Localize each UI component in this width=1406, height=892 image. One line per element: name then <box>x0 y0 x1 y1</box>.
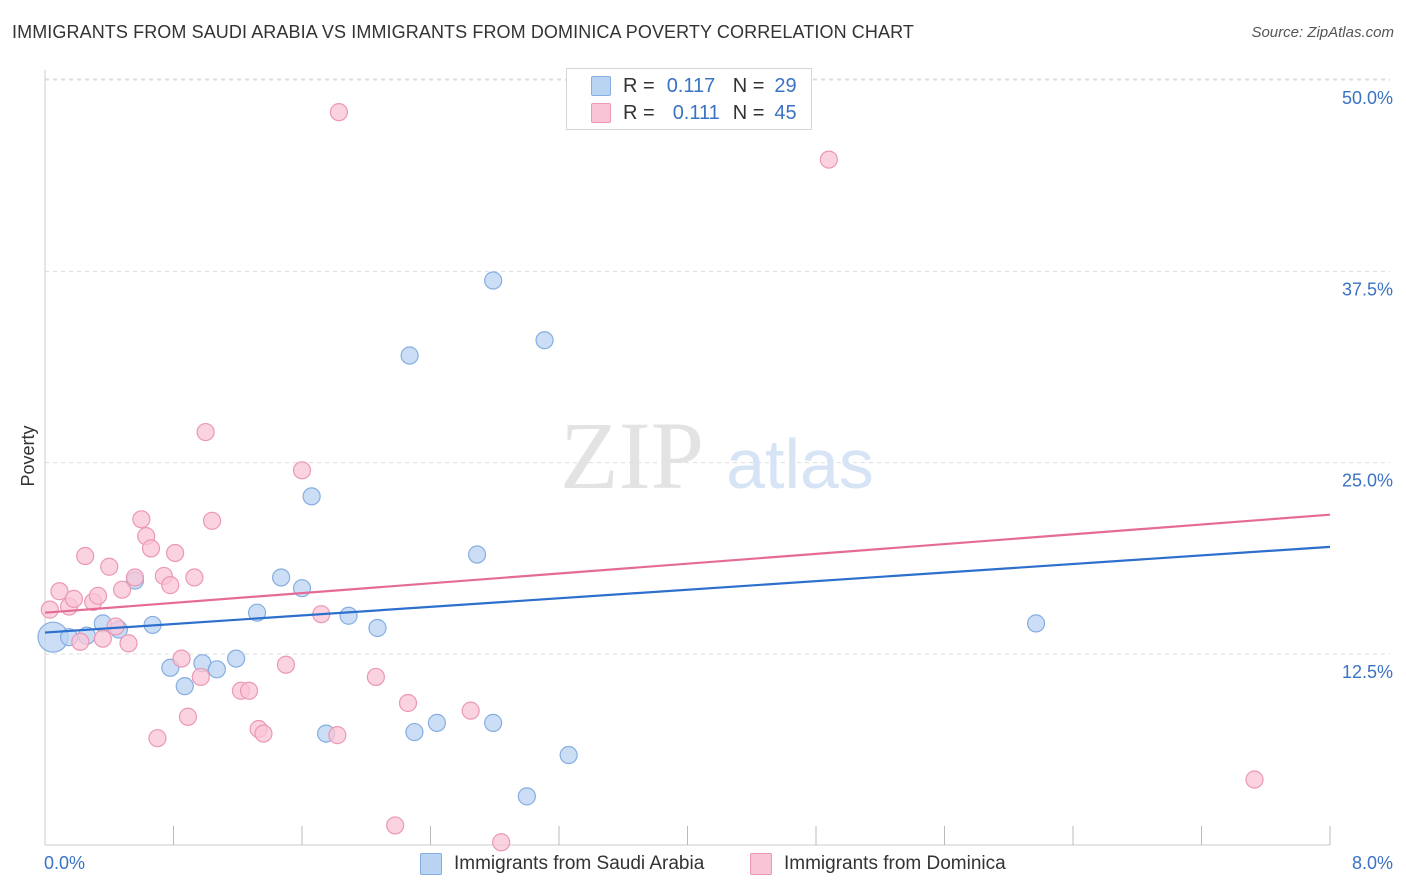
data-point-saudi-arabia <box>207 660 226 679</box>
legend-r-value: 0.111 <box>672 101 720 124</box>
bottom-legend-label: Immigrants from Saudi Arabia <box>454 853 705 874</box>
data-point-dominica <box>292 461 312 480</box>
bottom-legend-saudi-arabia[interactable]: Immigrants from Saudi Arabia <box>420 851 704 877</box>
data-point-dominica <box>329 103 349 122</box>
legend-swatch-blue <box>591 76 611 96</box>
data-point-dominica <box>386 816 405 835</box>
legend-row-dominica: R = 0.111 N = 45 <box>591 101 797 125</box>
y-axis-label: Poverty <box>18 425 38 486</box>
data-point-dominica <box>202 511 222 530</box>
data-point-dominica <box>196 422 215 442</box>
data-point-dominica <box>125 568 145 587</box>
data-point-saudi-arabia <box>559 745 578 765</box>
data-point-dominica <box>492 833 511 852</box>
correlation-legend: R = 0.117 N = 29 R = 0.111 N = 45 <box>566 68 812 130</box>
data-point-dominica <box>40 600 59 619</box>
data-point-dominica <box>141 539 161 558</box>
watermark-zip: ZIP <box>560 402 704 509</box>
data-point-saudi-arabia <box>272 568 291 587</box>
y-tick-label: 25.0% <box>1342 471 1393 491</box>
data-point-saudi-arabia <box>400 346 419 365</box>
axes <box>44 70 1331 846</box>
data-point-saudi-arabia <box>405 722 424 742</box>
legend-row-saudi-arabia: R = 0.117 N = 29 <box>591 74 797 98</box>
data-point-dominica <box>88 586 108 605</box>
trend-lines <box>44 513 1331 634</box>
y-tick-label: 50.0% <box>1342 88 1393 108</box>
data-point-dominica <box>71 632 90 651</box>
chart-source: Source: ZipAtlas.com <box>1251 24 1394 41</box>
grid-lines <box>45 78 1390 655</box>
data-point-dominica <box>172 649 191 668</box>
series-dominica-points <box>40 103 1264 852</box>
bottom-legend-label: Immigrants from Dominica <box>784 853 1006 874</box>
tick-labels: 12.5% 25.0% 37.5% 50.0% 0.0% 8.0% <box>44 88 1393 873</box>
data-point-saudi-arabia <box>517 787 536 806</box>
legend-n-value: 29 <box>774 74 797 97</box>
bottom-legend-dominica[interactable]: Immigrants from Dominica <box>750 851 1006 877</box>
y-tick-label: 12.5% <box>1342 662 1393 682</box>
legend-r-label: R = <box>623 74 655 97</box>
data-point-saudi-arabia <box>302 487 321 506</box>
data-point-dominica <box>161 576 180 595</box>
data-point-saudi-arabia <box>227 649 246 668</box>
data-point-dominica <box>100 557 119 576</box>
data-point-dominica <box>819 150 838 169</box>
data-point-saudi-arabia <box>484 713 503 732</box>
data-point-dominica <box>366 667 385 687</box>
data-point-dominica <box>50 582 69 601</box>
series-saudi-arabia-points <box>37 271 1046 806</box>
legend-n-label: N = <box>732 74 765 97</box>
bottom-legend-swatch-blue <box>420 853 442 875</box>
data-point-saudi-arabia <box>175 677 194 696</box>
data-point-dominica <box>239 681 259 700</box>
data-point-saudi-arabia <box>339 606 358 625</box>
data-point-dominica <box>191 667 210 687</box>
data-point-dominica <box>178 707 198 726</box>
data-point-dominica <box>132 510 151 529</box>
data-point-dominica <box>461 701 480 720</box>
data-point-dominica <box>119 634 138 653</box>
data-point-saudi-arabia <box>427 713 447 732</box>
legend-n-value: 45 <box>774 101 797 124</box>
data-point-saudi-arabia <box>467 545 487 564</box>
data-point-dominica <box>328 726 347 745</box>
watermark: ZIP atlas <box>560 402 874 509</box>
trend-line-dominica <box>44 513 1331 614</box>
watermark-atlas: atlas <box>726 425 874 503</box>
data-point-saudi-arabia <box>484 271 503 290</box>
data-point-dominica <box>76 546 95 566</box>
data-point-saudi-arabia <box>368 618 387 638</box>
legend-r-value: 0.117 <box>666 74 716 97</box>
trend-line-saudi-arabia <box>44 545 1331 634</box>
data-point-dominica <box>166 543 185 563</box>
bottom-legend-swatch-pink <box>750 853 772 875</box>
data-point-saudi-arabia <box>247 603 267 622</box>
data-point-dominica <box>1245 770 1264 789</box>
x-tick-label: 0.0% <box>44 853 85 873</box>
data-point-saudi-arabia <box>1026 614 1046 633</box>
data-point-dominica <box>276 655 296 674</box>
data-point-dominica <box>112 580 132 599</box>
data-point-dominica <box>398 693 418 713</box>
data-point-saudi-arabia <box>535 331 554 350</box>
legend-swatch-pink <box>591 103 611 123</box>
data-point-dominica <box>64 589 84 608</box>
data-point-dominica <box>148 729 167 748</box>
y-tick-label: 37.5% <box>1342 279 1393 299</box>
chart-title: IMMIGRANTS FROM SAUDI ARABIA VS IMMIGRAN… <box>12 22 914 42</box>
data-point-dominica <box>254 724 273 743</box>
data-point-dominica <box>185 568 204 587</box>
x-tick-label: 8.0% <box>1352 853 1393 873</box>
data-point-dominica <box>93 629 112 648</box>
legend-n-label: N = <box>732 101 765 124</box>
legend-r-label: R = <box>623 101 655 124</box>
